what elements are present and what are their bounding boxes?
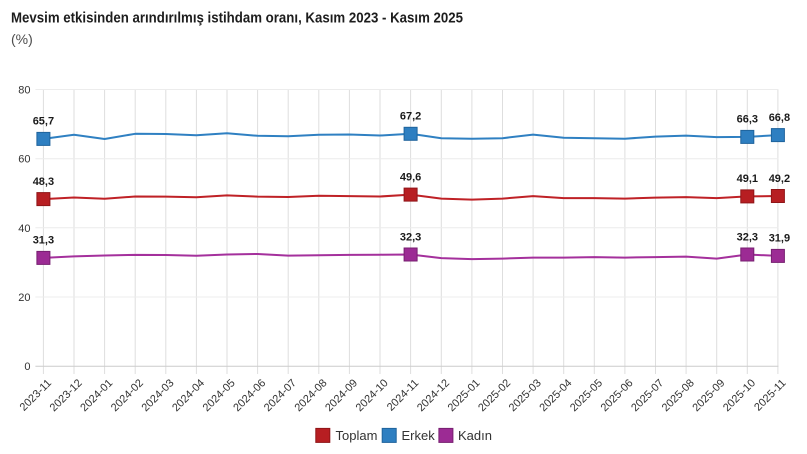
svg-text:Kadın: Kadın: [458, 428, 492, 443]
svg-text:49,2: 49,2: [769, 173, 790, 185]
svg-text:31,3: 31,3: [33, 235, 54, 247]
svg-text:31,9: 31,9: [769, 233, 790, 245]
svg-text:40: 40: [18, 223, 30, 235]
svg-text:Erkek: Erkek: [402, 428, 436, 443]
svg-text:65,7: 65,7: [33, 116, 54, 128]
svg-text:32,3: 32,3: [400, 231, 421, 243]
svg-text:66,8: 66,8: [769, 112, 790, 124]
svg-text:60: 60: [18, 154, 30, 166]
svg-text:80: 80: [18, 85, 30, 97]
svg-text:48,3: 48,3: [33, 176, 54, 188]
svg-text:32,3: 32,3: [737, 231, 758, 243]
svg-text:Toplam: Toplam: [336, 428, 378, 443]
svg-text:67,2: 67,2: [400, 111, 421, 123]
svg-text:0: 0: [24, 361, 30, 373]
svg-text:(%): (%): [11, 31, 33, 47]
svg-text:Mevsim etkisinden arındırılmış: Mevsim etkisinden arındırılmış istihdam …: [11, 9, 463, 26]
svg-text:66,3: 66,3: [737, 114, 758, 126]
svg-text:49,6: 49,6: [400, 171, 421, 183]
svg-text:20: 20: [18, 292, 30, 304]
svg-text:49,1: 49,1: [737, 173, 758, 185]
